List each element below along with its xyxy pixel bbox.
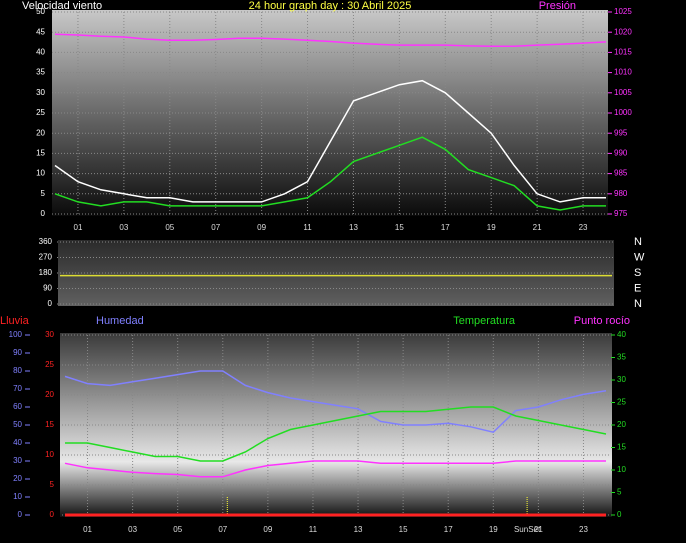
- y2-tick-label: 1015: [614, 48, 632, 57]
- compass-label: N: [634, 298, 642, 310]
- y3-tick-label: 80: [13, 366, 22, 375]
- legend-label: Lluvia: [0, 315, 30, 327]
- y-tick-label: 270: [39, 253, 53, 262]
- y2-axis-label: Presión: [539, 0, 576, 12]
- x-tick-label: 11: [309, 525, 318, 534]
- x-tick-label: 09: [263, 525, 272, 534]
- compass-label: W: [634, 251, 645, 263]
- y2-tick-label: 0: [617, 510, 622, 519]
- x-tick-label: 05: [173, 525, 182, 534]
- y2-tick-label: 985: [614, 169, 628, 178]
- y-tick-label: 25: [36, 108, 45, 117]
- x-tick-label: 03: [119, 223, 128, 232]
- x-tick-label: 19: [489, 525, 498, 534]
- y-tick-label: 35: [36, 68, 45, 77]
- annotation: SunSet: [514, 525, 541, 534]
- y-tick-label: 10: [36, 169, 45, 178]
- series-line: [54, 136, 606, 211]
- y3-tick-label: 0: [18, 510, 23, 519]
- x-tick-label: 15: [395, 223, 404, 232]
- series-line: [64, 370, 607, 434]
- y-tick-label: 0: [50, 510, 55, 519]
- series-line: [54, 33, 607, 48]
- y2-tick-label: 30: [617, 375, 626, 384]
- x-tick-label: 01: [74, 223, 83, 232]
- legend-label: Punto rocío: [574, 315, 630, 327]
- compass-label: N: [634, 236, 642, 248]
- y-tick-label: 90: [43, 284, 52, 293]
- y2-tick-label: 15: [617, 443, 626, 452]
- compass-label: S: [634, 267, 641, 279]
- y-tick-label: 30: [36, 88, 45, 97]
- x-tick-label: 07: [211, 223, 220, 232]
- y2-tick-label: 20: [617, 420, 626, 429]
- y-axis-label: Velocidad viento: [22, 0, 102, 12]
- y2-tick-label: 980: [614, 189, 628, 198]
- legend-label: Humedad: [96, 315, 144, 327]
- x-tick-label: 23: [579, 525, 588, 534]
- y-tick-label: 25: [45, 360, 54, 369]
- x-tick-label: 11: [303, 223, 312, 232]
- compass-label: E: [634, 282, 641, 294]
- x-tick-label: 23: [579, 223, 588, 232]
- y2-tick-label: 1000: [614, 108, 632, 117]
- x-tick-label: 13: [354, 525, 363, 534]
- y2-tick-label: 40: [617, 330, 626, 339]
- x-tick-label: 01: [83, 525, 92, 534]
- y-tick-label: 360: [39, 237, 53, 246]
- y-tick-label: 0: [48, 299, 53, 308]
- y3-tick-label: 60: [13, 402, 22, 411]
- y-tick-label: 15: [36, 149, 45, 158]
- y2-tick-label: 5: [617, 488, 622, 497]
- y3-tick-label: 90: [13, 348, 22, 357]
- y-tick-label: 20: [45, 390, 54, 399]
- y-tick-label: 30: [45, 330, 54, 339]
- y-tick-label: 0: [41, 209, 46, 218]
- y-tick-label: 50: [36, 7, 45, 16]
- y2-tick-label: 1020: [614, 27, 632, 36]
- x-tick-label: 13: [349, 223, 358, 232]
- x-tick-label: 17: [441, 223, 450, 232]
- y2-tick-label: 995: [614, 128, 628, 137]
- y-tick-label: 40: [36, 48, 45, 57]
- y-tick-label: 10: [45, 450, 54, 459]
- series-line: [54, 79, 606, 203]
- legend-label: Temperatura: [453, 315, 516, 327]
- chart-title: 24 hour graph day : 30 Abril 2025: [249, 0, 412, 12]
- y-tick-label: 5: [41, 189, 46, 198]
- y2-tick-label: 1010: [614, 68, 632, 77]
- series-line: [64, 460, 606, 478]
- y2-tick-label: 35: [617, 353, 626, 362]
- x-tick-label: 17: [444, 525, 453, 534]
- y3-tick-label: 30: [13, 456, 22, 465]
- x-tick-label: 03: [128, 525, 137, 534]
- x-tick-label: 07: [218, 525, 227, 534]
- y2-tick-label: 975: [614, 209, 628, 218]
- x-tick-label: 15: [399, 525, 408, 534]
- x-tick-label: 19: [487, 223, 496, 232]
- y3-tick-label: 50: [13, 420, 22, 429]
- y-tick-label: 5: [50, 480, 55, 489]
- y-tick-label: 20: [36, 128, 45, 137]
- y3-tick-label: 10: [13, 492, 22, 501]
- y3-tick-label: 70: [13, 384, 22, 393]
- y2-tick-label: 1025: [614, 7, 632, 16]
- y3-tick-label: 40: [13, 438, 22, 447]
- x-tick-label: 21: [533, 223, 542, 232]
- y3-tick-label: 100: [9, 330, 23, 339]
- y2-tick-label: 1005: [614, 88, 632, 97]
- x-tick-label: 05: [165, 223, 174, 232]
- y2-tick-label: 25: [617, 398, 626, 407]
- y-tick-label: 180: [39, 268, 53, 277]
- series-line: [65, 406, 607, 462]
- y3-tick-label: 20: [13, 474, 22, 483]
- y2-tick-label: 10: [617, 465, 626, 474]
- x-tick-label: 21: [534, 525, 543, 534]
- y-tick-label: 45: [36, 27, 45, 36]
- y-tick-label: 15: [45, 420, 54, 429]
- y2-tick-label: 990: [614, 149, 628, 158]
- x-tick-label: 09: [257, 223, 266, 232]
